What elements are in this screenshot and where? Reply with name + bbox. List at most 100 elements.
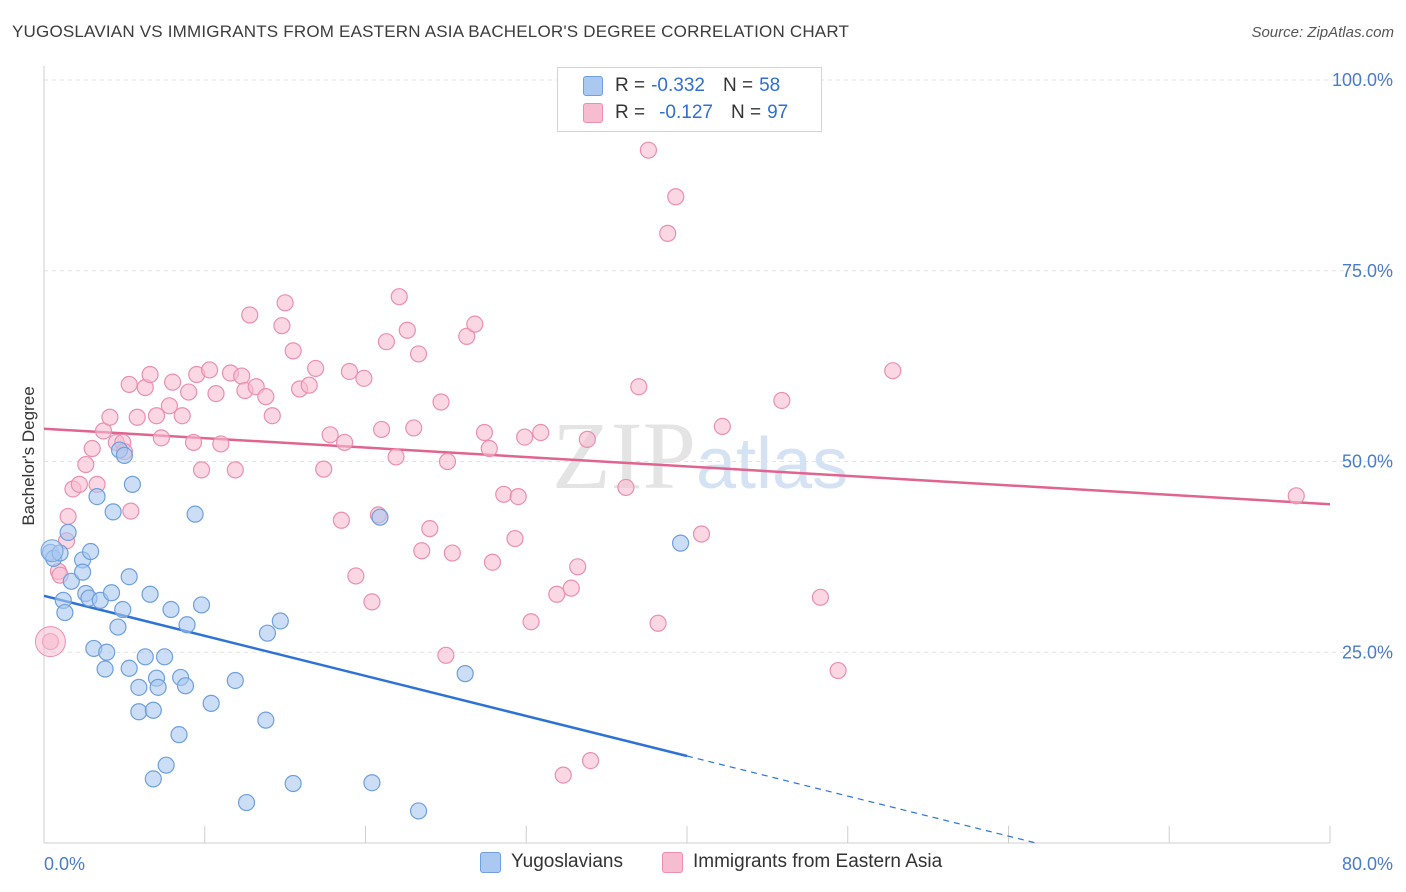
- point-eastern-asia: [829, 661, 847, 680]
- point-eastern-asia: [192, 461, 211, 479]
- point-eastern-asia: [284, 342, 302, 360]
- point-yugoslavian: [371, 508, 389, 526]
- point-eastern-asia: [200, 361, 219, 379]
- point-eastern-asia: [506, 529, 524, 548]
- point-yugoslavian: [98, 643, 116, 661]
- point-eastern-asia: [180, 383, 198, 401]
- point-eastern-asia: [263, 407, 281, 425]
- point-eastern-asia: [34, 626, 66, 658]
- point-eastern-asia: [363, 593, 381, 611]
- point-yugoslavian: [144, 770, 162, 788]
- legend-swatch-pink: [583, 103, 603, 123]
- point-eastern-asia: [475, 423, 494, 442]
- trend-line-yugoslavians-extrapolated: [686, 755, 1039, 843]
- legend-row-yugoslavians: R = -0.332 N = 58: [583, 73, 780, 99]
- point-eastern-asia: [649, 614, 667, 632]
- point-yugoslavian: [62, 572, 80, 590]
- point-yugoslavian: [178, 616, 196, 634]
- point-yugoslavian: [202, 694, 220, 712]
- point-eastern-asia: [483, 553, 502, 571]
- point-eastern-asia: [516, 428, 534, 446]
- point-eastern-asia: [413, 542, 431, 560]
- point-eastern-asia: [184, 433, 203, 452]
- point-yugoslavian: [88, 487, 106, 506]
- legend-r-label: R =: [615, 102, 646, 123]
- point-yugoslavian: [102, 584, 121, 602]
- legend-r-value: -0.332: [651, 75, 705, 96]
- bottom-legend-yugoslavians: Yugoslavians: [480, 851, 623, 873]
- point-eastern-asia: [164, 373, 182, 391]
- point-eastern-asia: [315, 460, 333, 478]
- point-eastern-asia: [532, 423, 550, 442]
- y-tick-label: 25.0%: [1342, 642, 1393, 662]
- point-eastern-asia: [233, 367, 251, 385]
- y-axis-title: Bachelor's Degree: [19, 386, 38, 525]
- trend-line-eastern-asia: [44, 427, 1331, 506]
- point-yugoslavian: [149, 678, 167, 696]
- point-yugoslavian: [192, 596, 211, 614]
- point-yugoslavian: [130, 678, 148, 696]
- point-eastern-asia: [355, 369, 373, 387]
- point-yugoslavian: [115, 446, 133, 464]
- point-eastern-asia: [421, 520, 439, 538]
- point-yugoslavian: [257, 711, 275, 729]
- point-eastern-asia: [273, 317, 291, 335]
- point-eastern-asia: [300, 376, 318, 394]
- point-yugoslavian: [120, 568, 138, 586]
- x-tick-label: 80.0%: [1342, 854, 1393, 874]
- point-eastern-asia: [276, 294, 294, 312]
- point-yugoslavian: [40, 539, 64, 563]
- point-yugoslavian: [155, 648, 174, 666]
- point-eastern-asia: [639, 141, 658, 159]
- point-eastern-asia: [667, 188, 685, 206]
- point-yugoslavian: [109, 618, 127, 636]
- point-eastern-asia: [432, 393, 450, 411]
- point-yugoslavian: [186, 505, 204, 523]
- trend-layer: [44, 427, 1331, 843]
- point-eastern-asia: [120, 375, 138, 394]
- point-yugoslavian: [130, 703, 148, 721]
- point-eastern-asia: [884, 362, 902, 380]
- point-yugoslavian: [671, 534, 690, 552]
- point-yugoslavian: [141, 585, 159, 603]
- point-eastern-asia: [212, 435, 230, 453]
- grid-layer: [44, 79, 1394, 653]
- axis-layer: [43, 66, 1331, 844]
- point-eastern-asia: [241, 306, 259, 324]
- point-eastern-asia: [398, 321, 416, 339]
- source-label: Source: ZipAtlas.com: [1251, 24, 1394, 41]
- point-yugoslavian: [104, 503, 122, 521]
- point-eastern-asia: [548, 585, 566, 603]
- point-yugoslavian: [176, 677, 195, 695]
- point-eastern-asia: [773, 391, 791, 410]
- point-eastern-asia: [387, 448, 405, 466]
- point-eastern-asia: [336, 433, 354, 452]
- point-eastern-asia: [617, 478, 635, 497]
- point-eastern-asia: [83, 439, 101, 458]
- point-eastern-asia: [332, 511, 350, 529]
- point-eastern-asia: [578, 430, 596, 448]
- y-tick-label: 50.0%: [1342, 452, 1393, 472]
- point-yugoslavian: [120, 659, 138, 677]
- point-eastern-asia: [59, 507, 77, 526]
- point-eastern-asia: [480, 439, 498, 458]
- point-eastern-asia: [495, 485, 513, 503]
- point-eastern-asia: [141, 365, 159, 384]
- label-layer: 25.0% 50.0% 75.0% 100.0% 0.0% 80.0% Bachelor's…: [19, 70, 1393, 874]
- point-eastern-asia: [409, 345, 428, 363]
- legend-r-value: -0.127: [659, 102, 713, 123]
- point-eastern-asia: [630, 378, 648, 396]
- point-eastern-asia: [713, 417, 731, 436]
- point-eastern-asia: [101, 408, 119, 426]
- point-yugoslavian: [82, 542, 100, 561]
- point-yugoslavian: [456, 665, 474, 683]
- point-eastern-asia: [522, 613, 540, 631]
- point-eastern-asia: [1287, 487, 1305, 505]
- point-eastern-asia: [438, 452, 457, 471]
- point-eastern-asia: [659, 224, 677, 242]
- point-eastern-asia: [77, 455, 95, 474]
- point-eastern-asia: [372, 420, 391, 439]
- legend-row-eastern-asia: R = -0.127 N = 97: [583, 100, 788, 126]
- point-yugoslavian: [56, 603, 74, 622]
